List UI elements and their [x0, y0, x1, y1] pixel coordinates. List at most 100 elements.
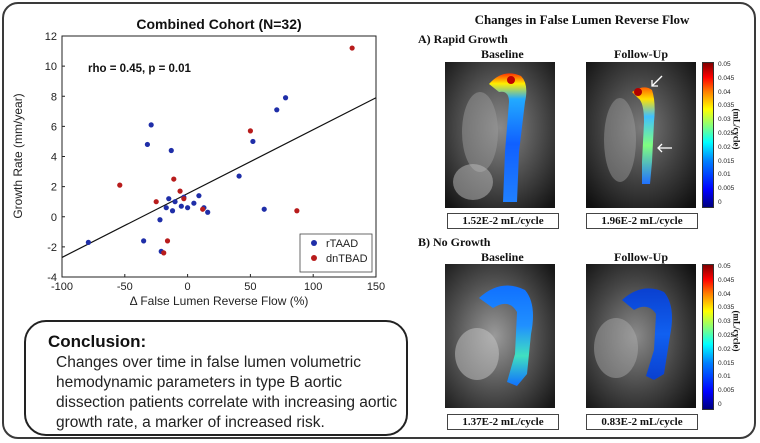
y-tick-label: 0: [51, 212, 57, 224]
colorbar-tick-label: 0.005: [718, 387, 735, 395]
colorbar-b: [702, 264, 714, 410]
mri-no-growth-followup: [586, 264, 696, 408]
data-point-dntbad: [161, 250, 167, 256]
trend-line: [61, 97, 377, 258]
data-point-dntbad: [164, 238, 171, 244]
x-tick-label: 150: [367, 281, 385, 293]
x-tick-label: -100: [51, 281, 73, 293]
data-point-rtaad: [261, 206, 267, 212]
followup-label-a: Follow-Up: [614, 47, 668, 61]
data-point-dntbad: [171, 176, 177, 182]
axis-ticks: -100 -50 0 50 100 150 -4 -2 0 2 4 6 8 10 12: [45, 31, 385, 293]
x-axis-label: Δ False Lumen Reverse Flow (%): [130, 294, 309, 308]
data-point-rtaad: [191, 200, 197, 206]
data-point-rtaad: [163, 205, 169, 211]
figure-frame: Combined Cohort (N=32) -100 -50 0 50 100 150-…: [2, 2, 756, 439]
legend-marker-dntbad: [311, 255, 317, 261]
data-point-rtaad: [144, 141, 151, 148]
correlation-annotation: rho = 0.45, p = 0.01: [88, 63, 192, 75]
y-tick-label: -2: [47, 242, 57, 254]
data-point-rtaad: [166, 196, 172, 202]
mri-rapid-growth-followup: [586, 62, 696, 208]
followup-label-b: Follow-Up: [614, 250, 668, 264]
colorbar-tick-label: 0.05: [718, 263, 731, 270]
colorbar-tick-label: 0.04: [718, 88, 731, 96]
x-tick-label: 100: [304, 281, 322, 293]
data-point-rtaad: [185, 205, 191, 211]
colorbar-tick-label: 0.03: [718, 318, 731, 326]
colorbar-tick-label: 0.02: [718, 143, 731, 151]
data-point-dntbad: [294, 208, 300, 214]
y-tick-label: 12: [45, 31, 57, 43]
caption-rapid-baseline: 1.52E-2 mL/cycle: [447, 213, 559, 229]
mri-rapid-growth-baseline: [445, 62, 555, 208]
data-point-dntbad: [117, 182, 123, 188]
y-tick-label: 8: [51, 91, 57, 103]
colorbar-tick-label: 0.015: [718, 359, 735, 367]
colorbar-b-ticks: 0.05 0.045 0.04 0.035 0.03 0.025 0.02 0.015 0.01…: [718, 263, 742, 410]
conclusion-box: Conclusion: Changes over time in false l…: [24, 320, 408, 436]
y-tick-label: -4: [47, 272, 57, 284]
colorbar-tick-label: 0.035: [718, 102, 735, 110]
x-tick-label: -50: [117, 281, 133, 293]
caption-nogrowth-baseline: 1.37E-2 mL/cycle: [447, 414, 559, 430]
conclusion-text: Changes over time in false lumen volumet…: [56, 354, 398, 431]
colorbar-tick-label: 0.03: [718, 116, 731, 124]
y-tick-label: 2: [51, 182, 57, 194]
colorbar-b-unit: (mL/cycle): [731, 310, 742, 352]
mri-no-growth-baseline: [445, 264, 555, 408]
colorbar-tick-label: 0.045: [718, 276, 735, 284]
section-b-label: B) No Growth: [418, 235, 491, 249]
x-tick-label: 0: [185, 281, 191, 293]
data-point-rtaad: [282, 95, 289, 101]
scatter-chart: Combined Cohort (N=32) -100 -50 0 50 100 150-…: [11, 16, 385, 308]
data-point-dntbad: [349, 45, 355, 51]
colorbar-a-unit: (mL/cycle): [731, 108, 742, 150]
data-point-rtaad: [274, 107, 280, 113]
chart-legend: rTAAD dnTBAD: [299, 233, 373, 273]
data-point-dntbad: [153, 199, 159, 205]
x-tick-label: 50: [244, 281, 256, 293]
caption-rapid-followup: 1.96E-2 mL/cycle: [586, 213, 698, 229]
legend-marker-rtaad: [311, 240, 317, 246]
colorbar-tick-label: 0.05: [718, 61, 731, 68]
data-point-rtaad: [85, 239, 91, 245]
baseline-label-b: Baseline: [481, 250, 524, 264]
data-point-dntbad: [177, 188, 183, 194]
y-tick-label: 10: [45, 61, 57, 73]
data-point-rtaad: [205, 209, 211, 215]
colorbar-tick-label: 0.025: [718, 130, 735, 137]
data-points: [85, 45, 355, 256]
right-panel-title: Changes in False Lumen Reverse Flow: [474, 12, 690, 27]
data-point-rtaad: [168, 147, 174, 154]
data-point-rtaad: [172, 199, 178, 205]
caption-nogrowth-followup: 0.83E-2 mL/cycle: [586, 414, 698, 430]
data-point-rtaad: [236, 173, 242, 179]
chart-title: Combined Cohort (N=32): [136, 16, 301, 32]
colorbar-tick-label: 0.045: [718, 74, 735, 82]
data-point-rtaad: [250, 138, 256, 145]
legend-label-rtaad: rTAAD: [326, 238, 358, 250]
data-point-rtaad: [157, 217, 163, 223]
y-axis-label: Growth Rate (mm/year): [11, 93, 25, 218]
colorbar-tick-label: 0.025: [718, 332, 735, 339]
colorbar-tick-label: 0.035: [718, 304, 735, 312]
y-tick-label: 4: [51, 152, 57, 164]
data-point-rtaad: [178, 203, 184, 209]
colorbar-tick-label: 0.01: [718, 373, 731, 381]
y-tick-label: 6: [51, 121, 57, 133]
baseline-label-a: Baseline: [481, 47, 524, 61]
conclusion-title: Conclusion:: [48, 332, 147, 351]
data-point-dntbad: [200, 206, 206, 212]
colorbar-tick-label: 0.015: [718, 157, 735, 165]
legend-label-dntbad: dnTBAD: [326, 253, 368, 265]
section-a-label: A) Rapid Growth: [418, 32, 508, 46]
data-point-dntbad: [181, 196, 187, 202]
colorbar-tick-label: 0.02: [718, 345, 731, 353]
colorbar-tick-label: 0: [718, 199, 722, 206]
colorbar-a-ticks: 0.05 0.045 0.04 0.035 0.03 0.025 0.02 0.015 0.01…: [718, 61, 742, 208]
colorbar-tick-label: 0: [718, 401, 722, 408]
data-point-rtaad: [148, 122, 154, 128]
data-point-rtaad: [169, 208, 176, 214]
data-point-rtaad: [141, 238, 147, 244]
